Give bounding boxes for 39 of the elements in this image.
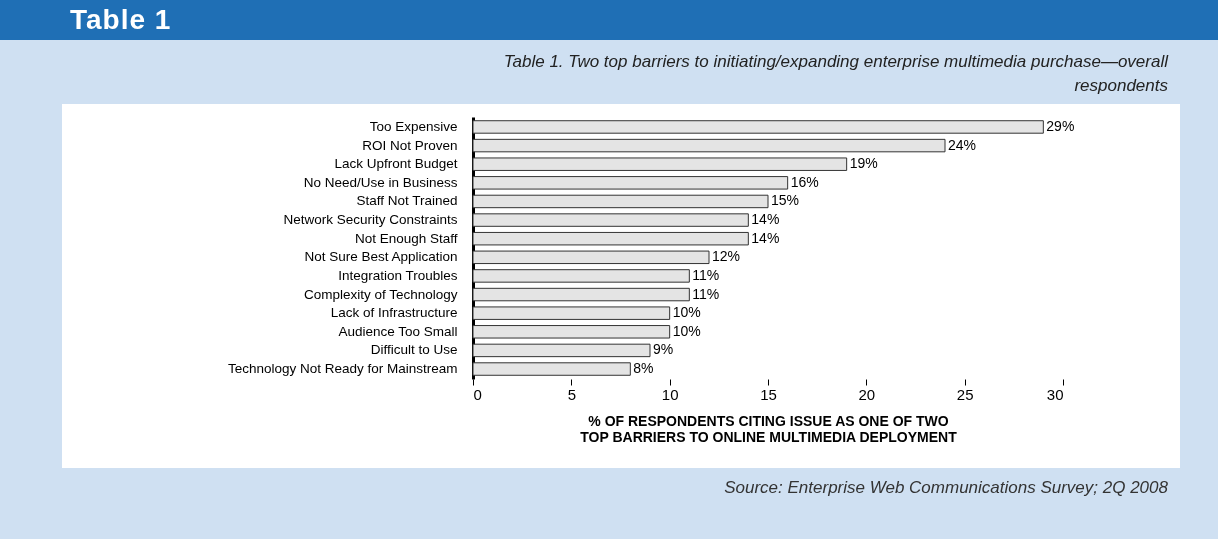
data-label: 9% [653,341,674,358]
data-label: 16% [790,173,819,190]
data-label: 10% [672,304,701,321]
y-tick-label: No Need/Use in Business [303,174,458,190]
y-tick-label: Audience Too Small [338,323,458,339]
data-label: 14% [751,211,780,228]
y-tick-label: Technology Not Ready for Mainstream [227,361,458,377]
y-tick-label: Staff Not Trained [356,193,458,209]
data-label: 10% [672,322,701,339]
data-label: 12% [712,248,741,265]
x-tick-label: 25 [956,385,974,403]
y-tick-label: Complexity of Technology [303,286,458,302]
x-tick-label: 5 [567,385,577,403]
x-tick-label: 10 [661,385,679,403]
y-tick-label: Network Security Constraints [283,212,458,228]
text: Table 1 [0,0,1218,40]
chart-subtitle: Table 1. Two top barriers to initiating/expanding enterprise multimedia purchase—overall respondents [502,51,1168,97]
data-label: 11% [692,266,720,283]
x-tick-label: 30 [1046,385,1064,403]
data-label: 11% [692,285,720,302]
x-tick-label: 20 [858,385,876,403]
x-axis-title: % OF RESPONDENTS CITING ISSUE AS ONE OF TWO TOP BARRIERS TO ONLINE MULTIMEDIA DEPLOYMENT [580,412,958,445]
y-tick-label: Too Expensive [369,118,458,134]
data-label: 29% [1046,117,1075,134]
data-label: 14% [751,229,780,246]
data-label: 19% [849,155,878,172]
data-label: 24% [948,136,977,153]
y-tick-label: Not Sure Best Application [304,249,458,265]
x-tick-label: 0 [473,385,482,403]
y-tick-label: Difficult to Use [370,342,458,358]
y-tick-label: Integration Troubles [338,267,458,283]
data-label: 8% [633,360,654,377]
source-note: Source: Enterprise Web Communications Survey; 2Q 2008 [723,478,1168,498]
y-tick-label: Lack Upfront Budget [334,156,458,172]
y-tick-label: ROI Not Proven [362,137,458,153]
y-tick-label: Not Enough Staff [354,230,458,246]
x-tick-label: 15 [760,385,777,403]
data-label: 15% [771,192,800,209]
y-tick-label: Lack of Infrastructure [330,305,458,321]
